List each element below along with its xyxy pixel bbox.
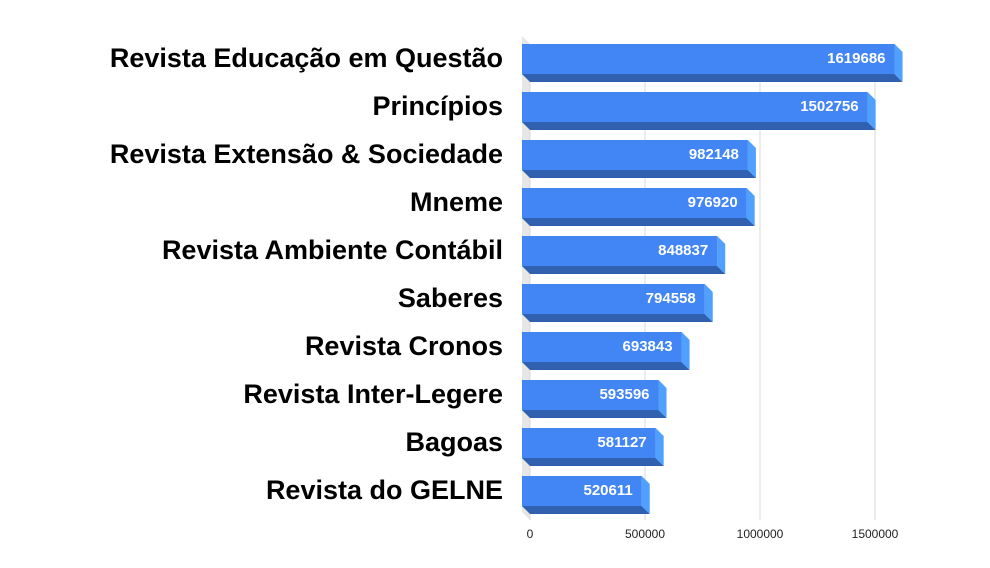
bar	[522, 236, 718, 266]
x-tick-label: 1000000	[737, 527, 784, 541]
bar	[522, 380, 659, 410]
value-label: 794558	[646, 290, 696, 307]
bar-side	[658, 380, 667, 418]
bar-side	[655, 428, 664, 466]
value-label: 693843	[623, 338, 673, 355]
category-label: Saberes	[398, 283, 503, 313]
bar	[522, 332, 682, 362]
category-label: Princípios	[372, 91, 503, 121]
category-label: Bagoas	[405, 427, 503, 457]
bar-side	[867, 92, 876, 130]
bar-bottom	[522, 458, 664, 466]
bar	[522, 428, 656, 458]
bar-side	[704, 284, 713, 322]
bar-bottom	[522, 506, 650, 514]
bar	[522, 284, 705, 314]
value-label: 1502756	[800, 98, 858, 115]
bar-bottom	[522, 362, 690, 370]
bar-side	[641, 476, 650, 514]
bar-side	[746, 188, 755, 226]
category-label: Revista Inter-Legere	[243, 379, 503, 409]
value-label: 593596	[599, 386, 649, 403]
category-label: Revista Extensão & Sociedade	[110, 139, 503, 169]
value-label: 581127	[597, 434, 646, 451]
bar	[522, 44, 895, 74]
bar-bottom	[522, 266, 726, 274]
bar-bottom	[522, 314, 713, 322]
bar-side	[894, 44, 903, 82]
category-label: Mneme	[410, 187, 503, 217]
value-label: 520611	[584, 482, 633, 499]
category-label: Revista Cronos	[305, 331, 503, 361]
bar-side	[747, 140, 756, 178]
x-tick-label: 0	[527, 527, 534, 541]
value-label: 976920	[688, 194, 738, 211]
bar-bottom	[522, 410, 667, 418]
bar	[522, 140, 748, 170]
bar-bottom	[522, 74, 903, 82]
category-label: Revista do GELNE	[266, 475, 503, 505]
bar	[522, 188, 747, 218]
x-tick-label: 500000	[625, 527, 665, 541]
x-tick-label: 1500000	[852, 527, 899, 541]
category-label: Revista Ambiente Contábil	[162, 235, 503, 265]
bar-bottom	[522, 170, 756, 178]
value-label: 982148	[689, 146, 739, 163]
bar-bottom	[522, 218, 755, 226]
bar-side	[681, 332, 690, 370]
value-label: 1619686	[827, 50, 885, 67]
bar-bottom	[522, 122, 876, 130]
bar	[522, 476, 642, 506]
value-label: 848837	[658, 242, 708, 259]
category-label: Revista Educação em Questão	[110, 43, 503, 73]
bar-side	[717, 236, 726, 274]
bar	[522, 92, 868, 122]
